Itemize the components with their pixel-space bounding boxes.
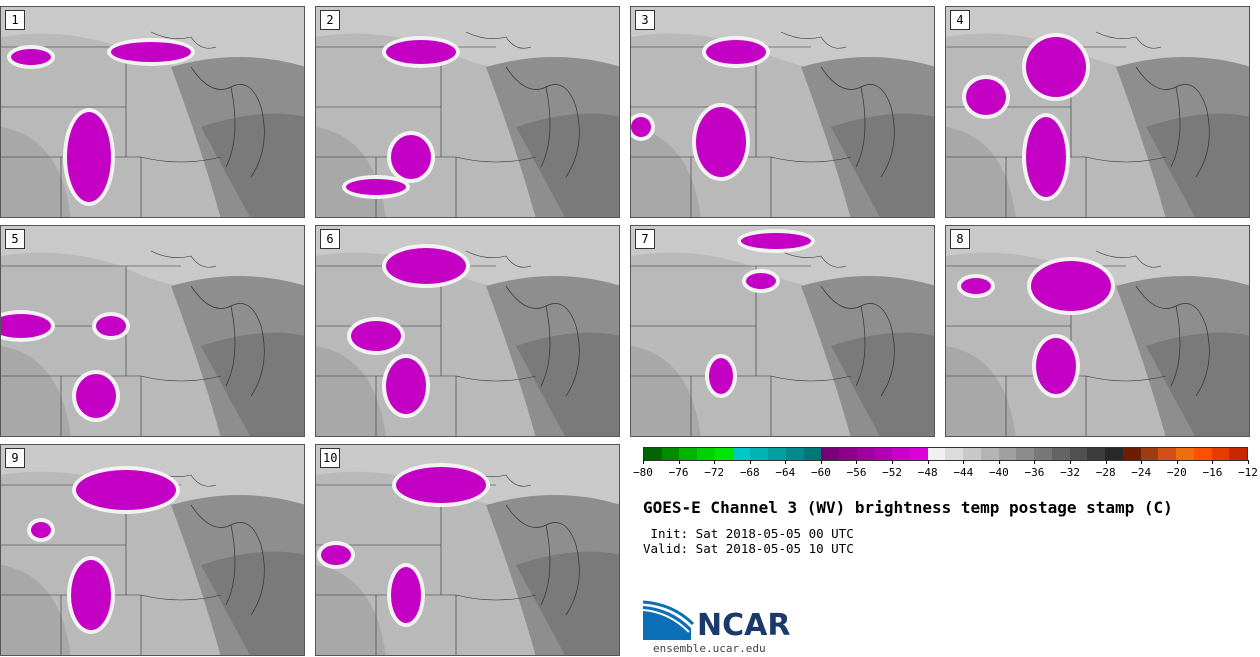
colorbar-segment xyxy=(927,448,946,460)
colorbar-tick-label: −48 xyxy=(918,460,938,479)
colorbar-segment xyxy=(1034,448,1052,460)
colorbar-segment xyxy=(1069,448,1088,460)
panel-label: 4 xyxy=(950,10,970,30)
colorbar-tick-label: −52 xyxy=(882,460,902,479)
ncar-logo-icon xyxy=(643,600,695,640)
colorbar-tick-label: −24 xyxy=(1131,460,1151,479)
satellite-map xyxy=(316,226,619,436)
colorbar-segment xyxy=(892,448,911,460)
colorbar-segment xyxy=(661,448,680,460)
colorbar-tick-label: −44 xyxy=(953,460,973,479)
colorbar-segment xyxy=(998,448,1017,460)
panel-label: 7 xyxy=(635,229,655,249)
colorbar-segment xyxy=(910,448,928,460)
colorbar-tick-label: −40 xyxy=(989,460,1009,479)
map-panel: 5 xyxy=(0,225,305,437)
colorbar-segment xyxy=(945,448,964,460)
panel-label: 1 xyxy=(5,10,25,30)
map-panel: 10 xyxy=(315,444,620,656)
panel-label: 2 xyxy=(320,10,340,30)
colorbar-tick-label: −72 xyxy=(704,460,724,479)
panel-label: 5 xyxy=(5,229,25,249)
colorbar-segment xyxy=(963,448,981,460)
colorbar-tick-label: −64 xyxy=(775,460,795,479)
panel-label: 6 xyxy=(320,229,340,249)
colorbar-tick-label: −36 xyxy=(1025,460,1044,479)
colorbar-segment xyxy=(1087,448,1106,460)
colorbar-segment xyxy=(839,448,857,460)
colorbar-segment xyxy=(1176,448,1194,460)
satellite-map xyxy=(1,7,304,217)
satellite-map xyxy=(1,445,304,655)
colorbar-segment xyxy=(679,448,698,460)
colorbar-segment xyxy=(1140,448,1159,460)
colorbar-tick-label: −16 xyxy=(1202,460,1222,479)
panel-label: 3 xyxy=(635,10,655,30)
colorbar-tick-label: −32 xyxy=(1060,460,1080,479)
satellite-map xyxy=(946,7,1249,217)
colorbar-segment xyxy=(714,448,733,460)
colorbar-segment xyxy=(821,448,840,460)
colorbar-segment xyxy=(1211,448,1230,460)
figure-title: GOES-E Channel 3 (WV) brightness temp po… xyxy=(643,498,1173,517)
colorbar-segment xyxy=(1051,448,1070,460)
satellite-map xyxy=(631,7,934,217)
ncar-logo-text: NCAR xyxy=(697,608,791,643)
colorbar-tick-label: −76 xyxy=(669,460,689,479)
init-time: Init: Sat 2018-05-05 00 UTC xyxy=(643,526,854,541)
colorbar-segment xyxy=(732,448,751,460)
map-panel: 2 xyxy=(315,6,620,218)
colorbar-segment xyxy=(980,448,999,460)
colorbar-segment xyxy=(768,448,786,460)
valid-time: Valid: Sat 2018-05-05 10 UTC xyxy=(643,541,854,556)
colorbar-tick-label: −68 xyxy=(740,460,760,479)
map-panel: 4 xyxy=(945,6,1250,218)
colorbar-segment xyxy=(785,448,804,460)
colorbar-segment xyxy=(644,448,662,460)
satellite-map xyxy=(316,445,619,655)
map-panel: 3 xyxy=(630,6,935,218)
colorbar-tick-label: −20 xyxy=(1167,460,1187,479)
colorbar-segment xyxy=(856,448,875,460)
colorbar-tick-label: −12 xyxy=(1238,460,1258,479)
colorbar-segment xyxy=(1193,448,1212,460)
map-panel: 7 xyxy=(630,225,935,437)
colorbar-segment xyxy=(803,448,822,460)
colorbar-ticks: −80 −76 −72 −68 −64 −60 −56 −52 −48 −44 −40 −36 −32−… xyxy=(633,460,1258,481)
map-panel: 1 xyxy=(0,6,305,218)
map-panel: 8 xyxy=(945,225,1250,437)
source-url: ensemble.ucar.edu xyxy=(653,642,766,655)
colorbar-segment xyxy=(1229,448,1247,460)
colorbar-segment xyxy=(1105,448,1123,460)
map-panel: 9 xyxy=(0,444,305,656)
colorbar-segment xyxy=(697,448,715,460)
panel-label: 8 xyxy=(950,229,970,249)
panel-label: 9 xyxy=(5,448,25,468)
satellite-map xyxy=(316,7,619,217)
colorbar-tick-label: −56 xyxy=(847,460,866,479)
colorbar-segment xyxy=(874,448,893,460)
colorbar-tick-label: −80 xyxy=(633,460,653,479)
colorbar xyxy=(643,447,1248,461)
panel-label: 10 xyxy=(320,448,341,468)
satellite-map xyxy=(631,226,934,436)
satellite-map xyxy=(946,226,1249,436)
colorbar-segment xyxy=(1158,448,1177,460)
colorbar-tick-label: −60 xyxy=(811,460,831,479)
map-panel: 6 xyxy=(315,225,620,437)
colorbar-tick-label: −28 xyxy=(1096,460,1116,479)
satellite-map xyxy=(1,226,304,436)
colorbar-segment xyxy=(1016,448,1035,460)
colorbar-segment xyxy=(1122,448,1141,460)
colorbar-segment xyxy=(750,448,769,460)
